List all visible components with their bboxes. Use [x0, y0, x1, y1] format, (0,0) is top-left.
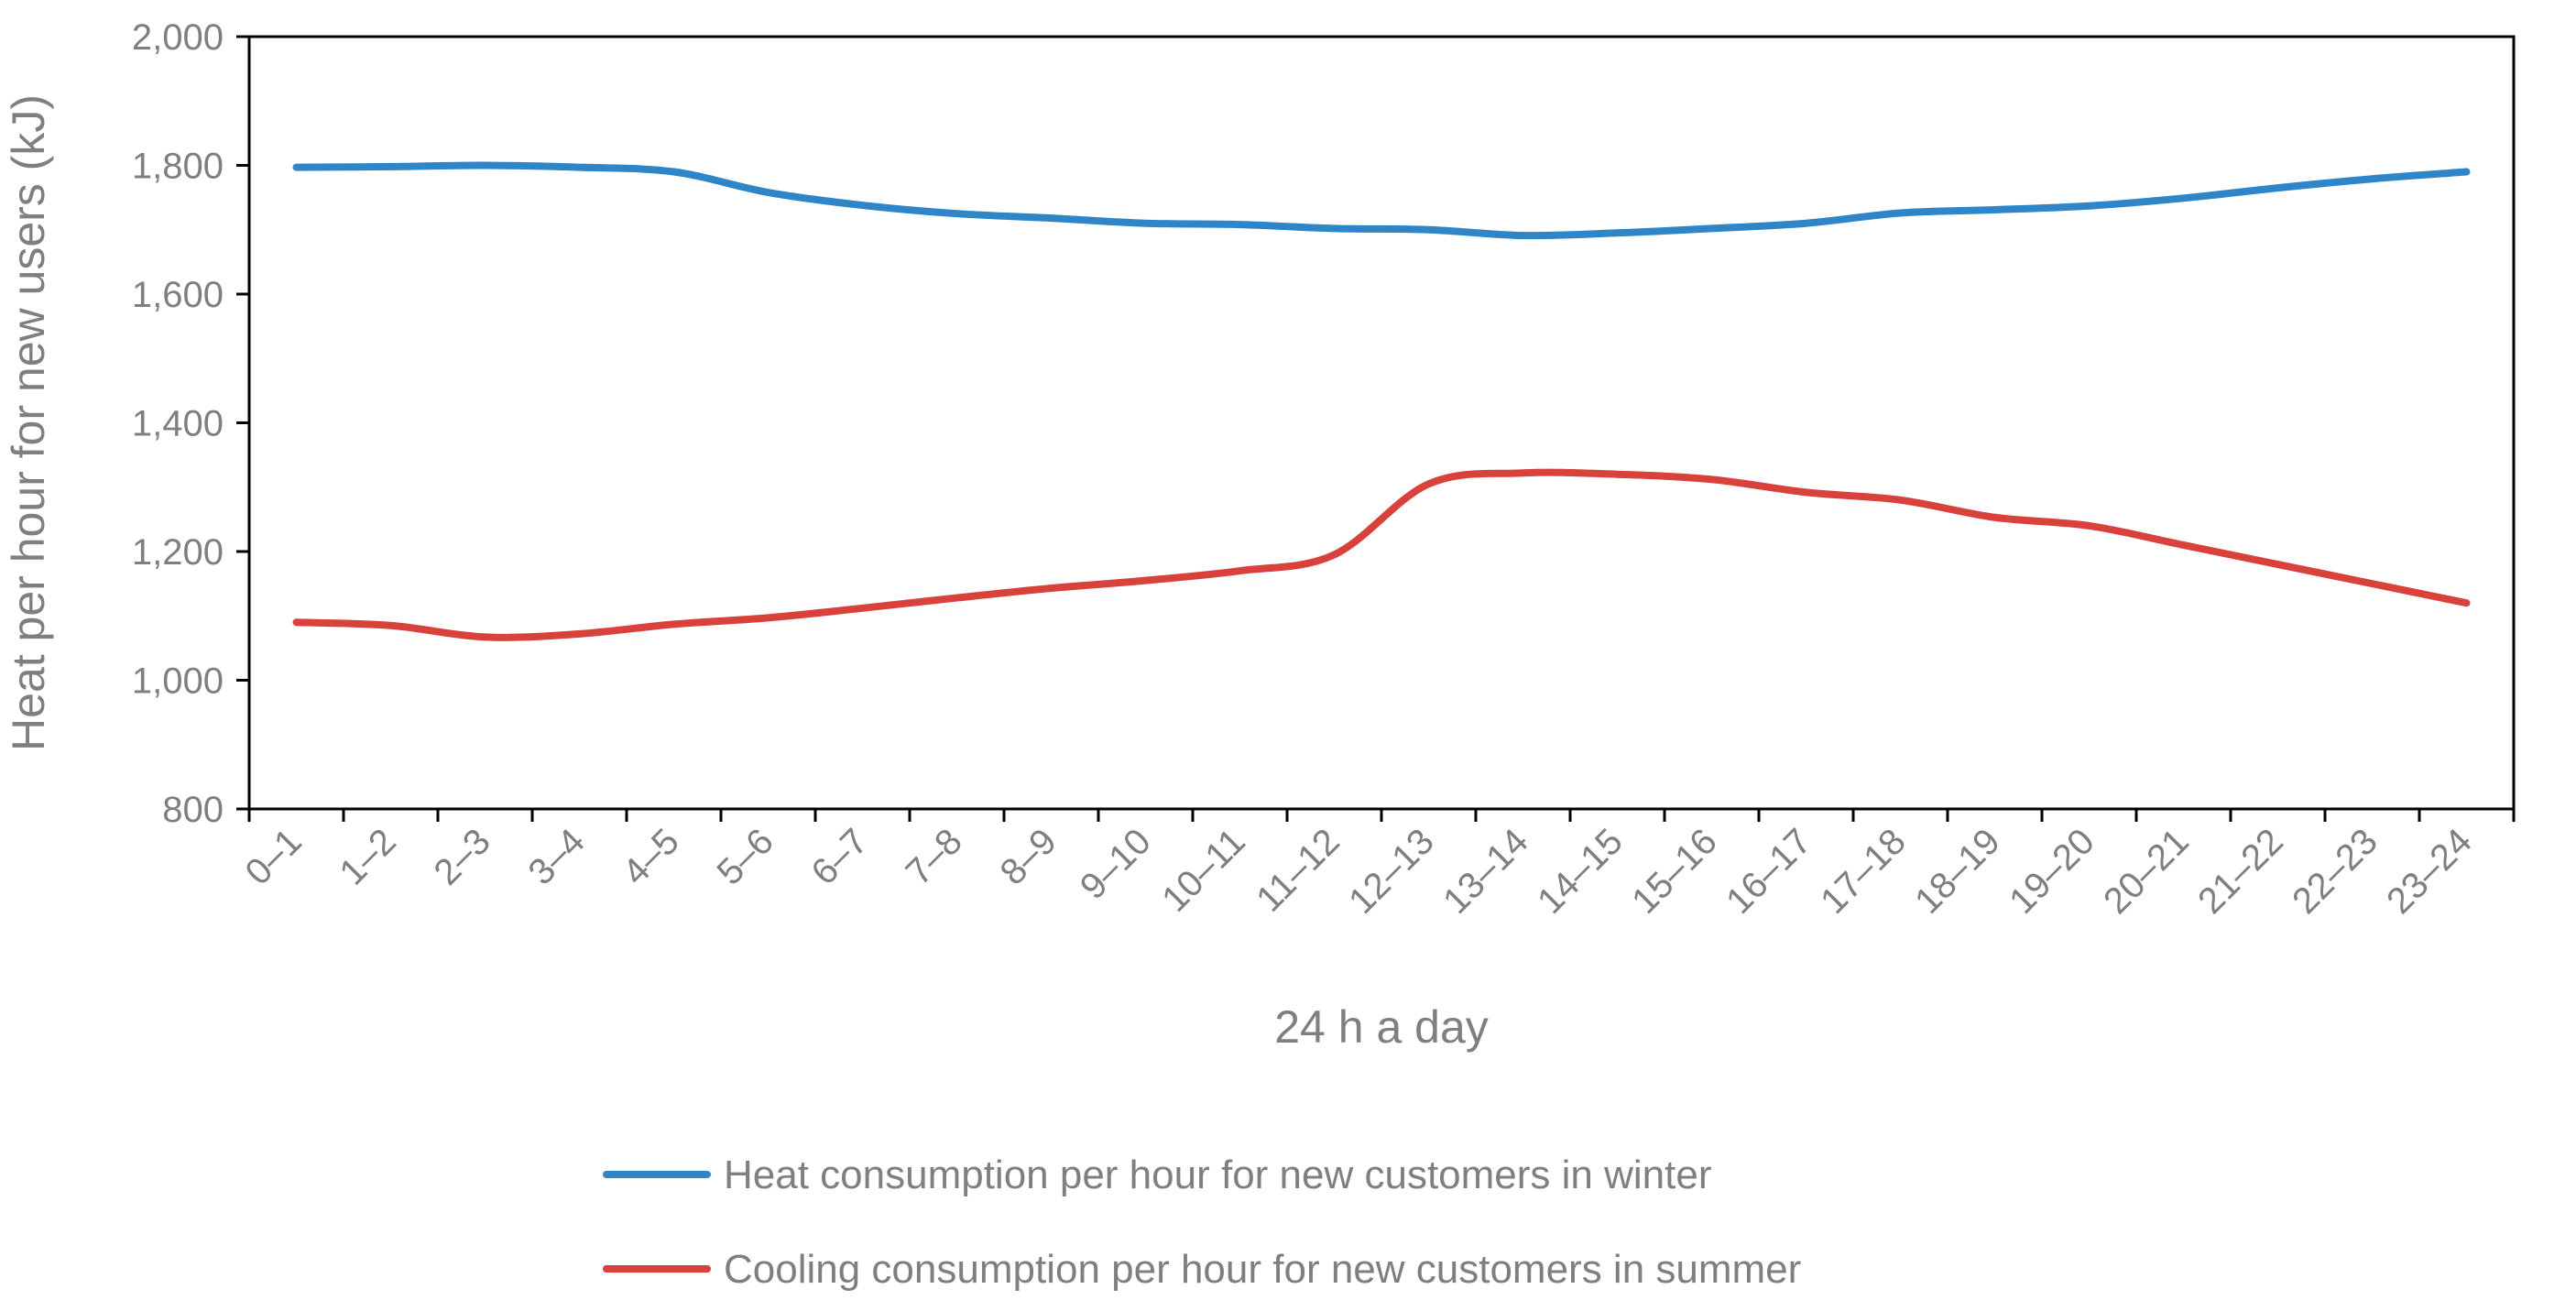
x-tick-label: 15–16	[1624, 821, 1725, 922]
x-tick-label: 20–21	[2096, 821, 2197, 922]
x-tick-label: 0–1	[238, 821, 310, 892]
y-tick-label: 2,000	[132, 17, 224, 58]
x-tick-label: 14–15	[1530, 821, 1631, 922]
y-axis-title: Heat per hour for new users (kJ)	[3, 94, 54, 751]
x-tick-label: 3–4	[521, 821, 593, 892]
plot-area-border	[247, 35, 2516, 811]
x-tick-label: 17–18	[1813, 821, 1914, 922]
x-tick-label: 5–6	[710, 821, 781, 892]
x-tick-label: 7–8	[899, 821, 970, 892]
x-tick-label: 16–17	[1719, 821, 1819, 922]
x-tick-label: 1–2	[333, 821, 404, 892]
x-tick-label: 18–19	[1907, 821, 2008, 922]
x-tick-label: 6–7	[804, 821, 876, 892]
x-axis-title: 24 h a day	[1274, 1001, 1489, 1053]
y-tick-label: 1,600	[132, 275, 224, 315]
x-tick-label: 13–14	[1435, 821, 1536, 922]
x-tick-label: 19–20	[2002, 821, 2102, 922]
legend: Heat consumption per hour for new custom…	[603, 1153, 1801, 1292]
series-layer	[292, 161, 2471, 641]
x-tick-label: 11–12	[1249, 821, 1348, 920]
y-tick-label: 1,200	[132, 532, 224, 573]
x-tick-label: 9–10	[1073, 821, 1159, 907]
series-line-winter	[292, 161, 2471, 240]
x-tick-label: 21–22	[2190, 821, 2291, 922]
legend-label-summer: Cooling consumption per hour for new cus…	[724, 1247, 1801, 1292]
y-tick-label: 1,800	[132, 147, 224, 187]
x-axis-ticks: 0–1 1–2 2–3 3–4 4–5 5–6 6–7 7–8 8–9 9–1010–1111–1…	[238, 809, 2516, 922]
legend-label-winter: Heat consumption per hour for new custom…	[724, 1153, 1712, 1197]
y-axis-ticks: 800 1,000 1,200 1,400 1,600 1,800 2,000	[132, 17, 249, 830]
y-tick-label: 800	[162, 790, 224, 830]
x-tick-label: 22–23	[2285, 821, 2385, 922]
x-tick-label: 2–3	[427, 821, 498, 892]
x-tick-label: 23–24	[2379, 821, 2480, 922]
x-tick-label: 12–13	[1341, 821, 1442, 922]
x-tick-label: 4–5	[616, 821, 687, 892]
y-tick-label: 1,000	[132, 661, 224, 702]
x-tick-label: 8–9	[993, 821, 1064, 892]
series-line-summer	[292, 468, 2471, 641]
y-tick-label: 1,400	[132, 404, 224, 444]
x-tick-label: 10–11	[1154, 821, 1253, 920]
